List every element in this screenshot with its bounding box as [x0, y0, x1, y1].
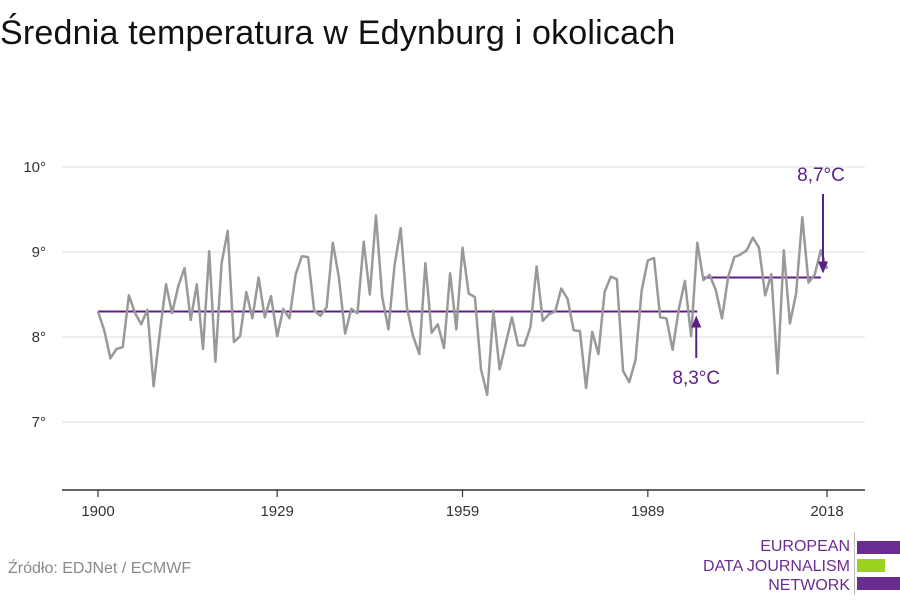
- logo-line-2: DATA JOURNALISM: [703, 557, 850, 575]
- x-tick-label: 1959: [446, 503, 479, 520]
- line-chart: 7° 8° 9° 10° 1900 1929 1959 1989 2018 8,3°C 8,7°…: [23, 159, 865, 520]
- x-tick-label: 1929: [260, 503, 293, 520]
- y-tick-label: 9°: [32, 244, 46, 261]
- logo-bar-green: [857, 559, 885, 572]
- y-axis-tick-labels: 7° 8° 9° 10°: [23, 159, 46, 431]
- y-tick-label: 8°: [32, 329, 46, 346]
- y-tick-label: 7°: [32, 414, 46, 431]
- logo-line-3: NETWORK: [768, 577, 850, 594]
- annotations: 8,3°C 8,7°C: [672, 165, 844, 389]
- gridlines: [62, 166, 865, 423]
- edjnet-logo: EUROPEAN DATA JOURNALISM NETWORK: [700, 532, 900, 597]
- x-tick-label: 1989: [631, 503, 664, 520]
- logo-divider: [854, 532, 855, 595]
- logo-bar-purple-2: [857, 577, 900, 590]
- logo-bar-purple-1: [857, 541, 900, 554]
- logo-line-1: EUROPEAN: [760, 538, 850, 555]
- x-tick-label: 2018: [810, 503, 843, 520]
- chart-title: Średnia temperatura w Edynburg i okolica…: [0, 14, 676, 52]
- annotation-label: 8,3°C: [672, 368, 720, 389]
- x-tick-label: 1900: [81, 503, 114, 520]
- x-axis-ticks: 1900 1929 1959 1989 2018: [81, 490, 844, 520]
- annotation-label: 8,7°C: [797, 165, 845, 186]
- temperature-series-line: [96, 214, 829, 397]
- source-note: Źródło: EDJNet / ECMWF: [8, 560, 192, 577]
- y-tick-label: 10°: [23, 159, 46, 176]
- annotation-arrow-head: [691, 315, 702, 328]
- annotation-arrow-head: [818, 261, 828, 274]
